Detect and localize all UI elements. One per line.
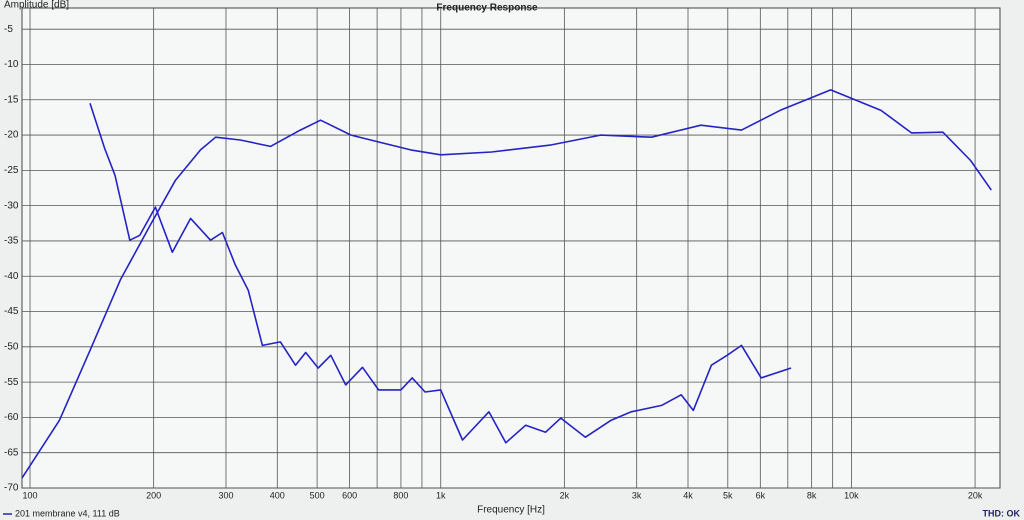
y-tick-label: -50 (4, 341, 19, 352)
y-tick-label: -35 (4, 236, 19, 247)
y-tick-label: -60 (4, 412, 19, 423)
x-tick-label: 600 (342, 490, 357, 500)
x-tick-label: 20k (968, 490, 983, 500)
x-tick-label: 1k (436, 490, 446, 500)
x-tick-label: 5k (723, 490, 733, 500)
x-tick-label: 400 (270, 490, 285, 500)
x-tick-label: 200 (146, 490, 161, 500)
y-tick-label: -45 (4, 306, 19, 317)
x-tick-label: 800 (393, 490, 408, 500)
y-tick-label: -30 (4, 200, 19, 211)
y-tick-label: -20 (4, 130, 19, 141)
x-tick-label: 3k (632, 490, 642, 500)
series-line (89, 103, 792, 444)
y-tick-label: -10 (4, 59, 19, 70)
x-tick-label: 10k (844, 490, 859, 500)
y-tick-label: -70 (4, 483, 19, 494)
x-tick-label: 2k (560, 490, 570, 500)
y-tick-label: -25 (4, 165, 19, 176)
x-tick-label: 300 (218, 490, 233, 500)
y-tick-label: -15 (4, 94, 19, 105)
x-tick-label: 4k (683, 490, 693, 500)
plot-area (21, 7, 1001, 489)
chart-title: Frequency Response (436, 3, 538, 14)
y-tick-label: -65 (4, 447, 19, 458)
y-tick-label: -55 (4, 377, 19, 388)
x-tick-label: 6k (756, 490, 766, 500)
y-tick-label: -5 (4, 24, 13, 35)
legend-label: 201 membrane v4, 111 dB (15, 508, 120, 518)
y-tick-label: -40 (4, 271, 19, 282)
x-tick-label: 8k (807, 490, 817, 500)
x-tick-label: 500 (310, 490, 325, 500)
x-tick-label: 100 (23, 490, 38, 500)
y-axis-label: Amplitude [dB] (4, 0, 69, 11)
x-axis-label: Frequency [Hz] (477, 505, 545, 516)
status: THD: OK (983, 508, 1021, 518)
series-line (21, 89, 992, 479)
